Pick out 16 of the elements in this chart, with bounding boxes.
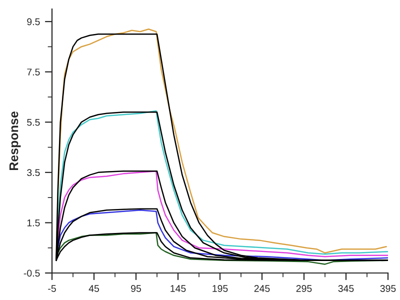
x-tick-label: 45 <box>88 285 99 292</box>
y-axis-title: Response <box>9 112 21 170</box>
x-tick-label: 295 <box>296 285 312 292</box>
y-tick-label: 5.5 <box>27 118 40 126</box>
y-tick-label: -0.5 <box>24 270 40 277</box>
y-tick-label: 3.5 <box>27 169 40 176</box>
x-tick-label: 145 <box>170 285 186 292</box>
x-tick-label: 395 <box>380 285 396 292</box>
x-tick-label: -5 <box>48 285 56 292</box>
y-tick-label: 1.5 <box>27 220 40 226</box>
x-tick-label: 245 <box>254 285 270 292</box>
x-tick-label: 95 <box>131 285 141 292</box>
x-tick-label: 195 <box>212 285 228 292</box>
x-tick-label: 345 <box>338 285 354 292</box>
y-tick-label: 9.5 <box>27 18 40 26</box>
y-tick-label: 7.5 <box>27 68 40 76</box>
